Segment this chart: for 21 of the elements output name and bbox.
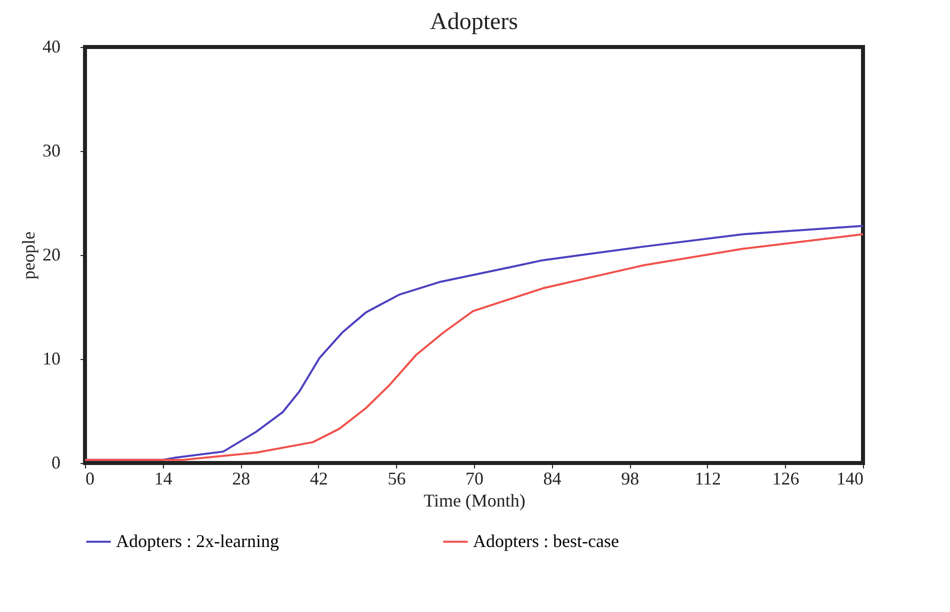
x-tick-label: 0 — [86, 468, 94, 488]
x-tick-label: 140 — [836, 468, 864, 488]
x-tick-label: 126 — [772, 468, 800, 488]
y-tick-label: 10 — [42, 348, 60, 368]
x-tick-label: 112 — [694, 468, 722, 488]
chart-title: Adopters — [430, 9, 518, 35]
x-tick-label: 56 — [388, 468, 406, 488]
x-axis-title: Time (Month) — [424, 490, 526, 510]
x-tick-label: 98 — [621, 468, 640, 488]
y-tick-label: 40 — [42, 36, 60, 56]
x-tick-label: 14 — [154, 468, 172, 488]
x-tick-label: 84 — [543, 468, 562, 488]
x-tick-label: 42 — [310, 468, 328, 488]
y-tick-label: 20 — [42, 244, 60, 264]
legend-label: Adopters : best-case — [473, 530, 619, 551]
x-tick-label: 70 — [466, 468, 484, 488]
legend-label: Adopters : 2x-learning — [116, 530, 279, 551]
y-tick-label: 30 — [42, 140, 60, 160]
y-axis-title: people — [18, 232, 38, 280]
x-tick-label: 28 — [232, 468, 250, 488]
y-tick-label: 0 — [52, 452, 60, 472]
